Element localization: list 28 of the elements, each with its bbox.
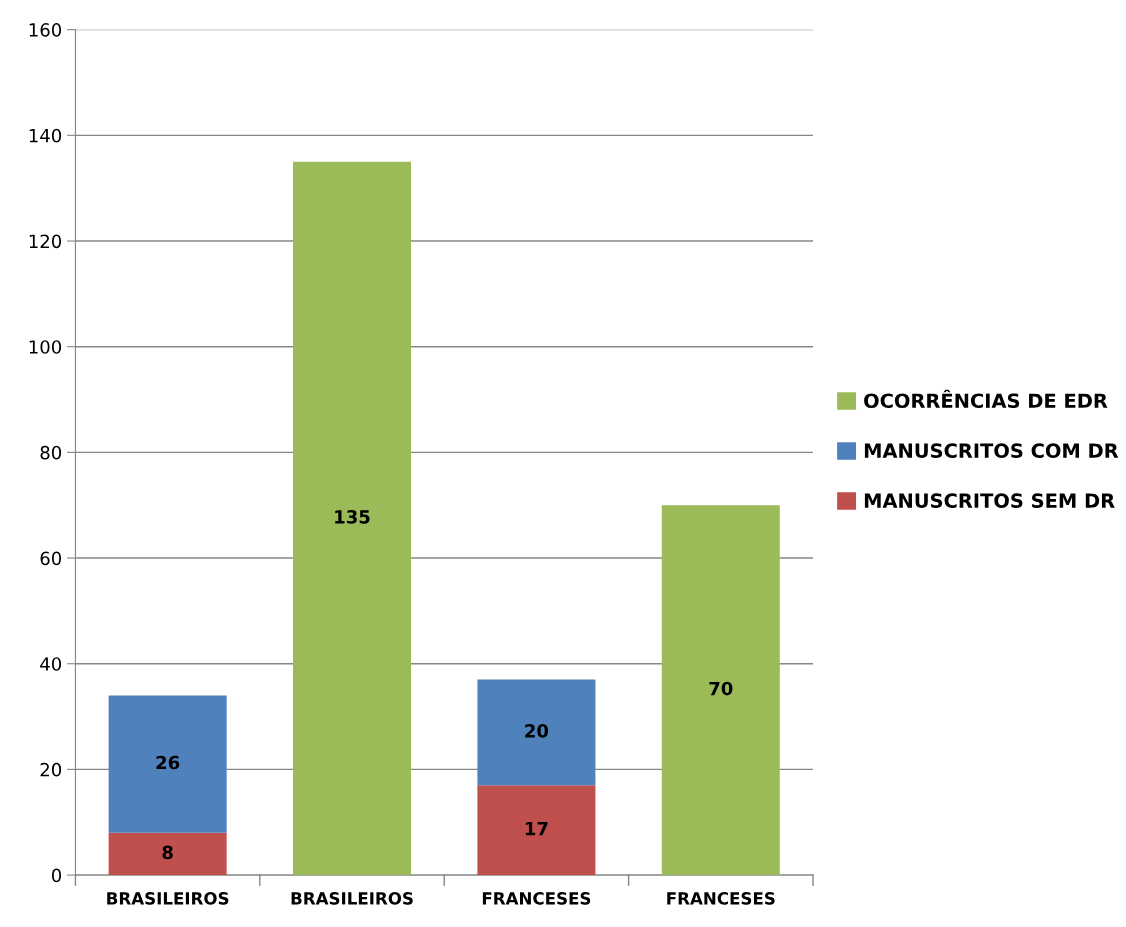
data-label: 26 <box>156 755 180 770</box>
data-label: 70 <box>709 681 733 696</box>
x-tick-label: BRASILEIROS <box>107 892 229 905</box>
data-label: 20 <box>525 724 549 738</box>
y-tick-label: 60 <box>40 551 62 566</box>
y-tick-label: 0 <box>51 868 62 883</box>
y-tick-label: 120 <box>29 234 62 249</box>
y-tick-label: 20 <box>40 762 62 777</box>
legend-label: MANUSCRITOS SEM DR <box>864 493 1115 508</box>
data-label: 17 <box>525 821 548 836</box>
bar <box>477 785 596 876</box>
y-tick-label: 40 <box>40 657 62 671</box>
bar <box>661 505 780 876</box>
y-tick-label: 140 <box>29 128 62 143</box>
x-tick-label: BRASILEIROS <box>291 892 413 905</box>
y-tick-label: 100 <box>29 340 62 354</box>
bar <box>477 679 596 786</box>
y-tick-label: 80 <box>40 445 62 460</box>
data-label: 135 <box>335 510 370 524</box>
bar <box>108 695 227 833</box>
bar <box>108 832 227 876</box>
legend-label: MANUSCRITOS COM DR <box>864 443 1119 459</box>
x-tick-label: FRANCESES <box>482 892 591 905</box>
x-tick-label: FRANCESES <box>667 892 775 905</box>
legend-label: OCORRÊNCIAS DE EDR <box>864 389 1108 409</box>
data-label: 8 <box>162 845 173 860</box>
y-tick-label: 160 <box>29 23 62 37</box>
bar <box>293 161 412 876</box>
